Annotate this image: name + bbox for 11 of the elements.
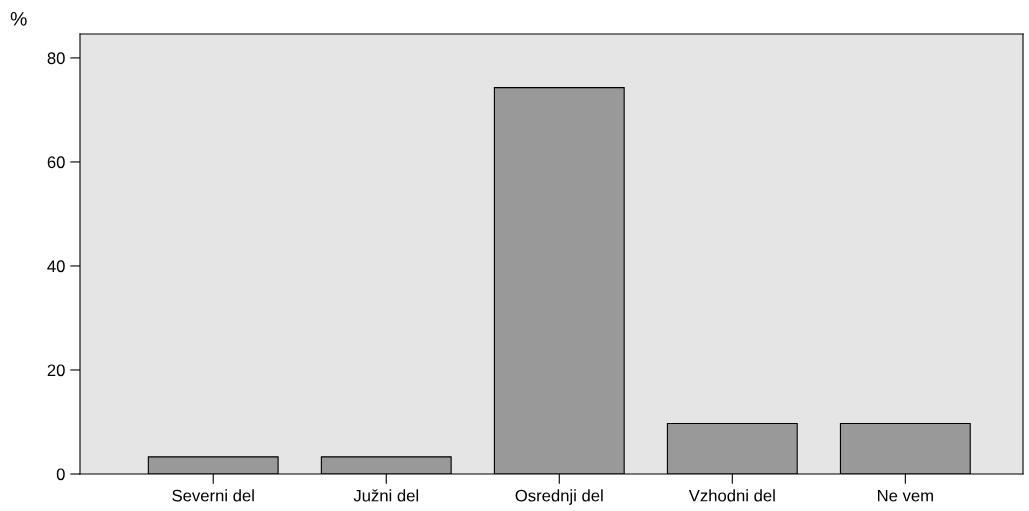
y-tick-label: 20 [47,364,65,377]
y-tick-label: 80 [47,52,65,65]
y-axis-title: % [10,12,27,26]
y-tick-label: 60 [47,156,65,169]
x-tick-label: Severni del [172,489,254,502]
y-tick-label: 40 [47,260,65,273]
x-tick-label: Ne vem [878,489,933,502]
y-tick-label: 0 [56,468,65,481]
x-tick-label: Vzhodni del [688,489,775,502]
x-tick-label: Osrednji del [515,489,603,505]
x-tick-label: Južni del [353,489,419,502]
